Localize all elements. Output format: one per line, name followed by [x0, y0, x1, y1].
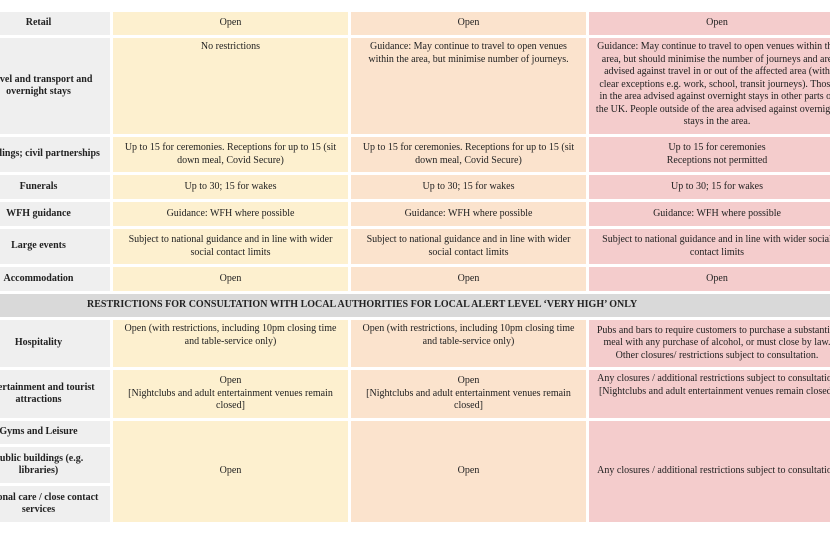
row-label: Weddings; civil partnerships [0, 137, 110, 172]
cell-high: Open [351, 267, 586, 291]
cell-very-high: Subject to national guidance and in line… [589, 229, 830, 264]
cell-very-high: Guidance: May continue to travel to open… [589, 38, 830, 134]
row-label: Retail [0, 12, 110, 35]
row-label: Gyms and Leisure [0, 421, 110, 444]
cell-medium: No restrictions [113, 38, 348, 134]
cell-medium: Guidance: WFH where possible [113, 202, 348, 226]
row-label: Personal care / close contact services [0, 486, 110, 522]
table-row: Hospitality Open (with restrictions, inc… [0, 320, 830, 367]
table-row: Public buildings (e.g. libraries) [0, 447, 830, 483]
cell-line: Open [457, 375, 480, 387]
table-row: Weddings; civil partnerships Up to 15 fo… [0, 137, 830, 172]
row-label: Hospitality [0, 320, 110, 367]
row-label: Entertainment and tourist attractions [0, 370, 110, 418]
cell-line: Open [219, 375, 242, 387]
cell-high: Open (with restrictions, including 10pm … [351, 320, 586, 367]
cell-line: Pubs and bars to require customers to pu… [596, 324, 830, 349]
row-label: WFH guidance [0, 202, 110, 226]
cell-very-high: Open [589, 12, 830, 35]
table-row: Entertainment and tourist attractions Op… [0, 370, 830, 418]
row-label: Travel and transport and overnight stays [0, 38, 110, 134]
row-label: Public buildings (e.g. libraries) [0, 447, 110, 483]
cell-very-high: Open [589, 267, 830, 291]
cell-line: [Nightclubs and adult entertainment venu… [598, 385, 830, 397]
restrictions-table: Retail Open Open Open Travel and transpo… [0, 9, 830, 525]
cell-high: Open [351, 421, 586, 522]
cell-high: Subject to national guidance and in line… [351, 229, 586, 264]
cell-very-high: Up to 30; 15 for wakes [589, 175, 830, 199]
row-label: Large events [0, 229, 110, 264]
cell-line: [Nightclubs and adult entertainment venu… [128, 387, 333, 412]
table-row: WFH guidance Guidance: WFH where possibl… [0, 202, 830, 226]
cell-high: Guidance: WFH where possible [351, 202, 586, 226]
cell-very-high: Guidance: WFH where possible [589, 202, 830, 226]
table-row: Personal care / close contact services [0, 486, 830, 522]
cell-high: Open [Nightclubs and adult entertainment … [351, 370, 586, 418]
table-row: Large events Subject to national guidanc… [0, 229, 830, 264]
cell-high: Guidance: May continue to travel to open… [351, 38, 586, 134]
table-row: Accommodation Open Open Open [0, 267, 830, 291]
cell-medium: Open [113, 12, 348, 35]
cell-line: [Nightclubs and adult entertainment venu… [366, 387, 571, 412]
cell-high: Up to 30; 15 for wakes [351, 175, 586, 199]
table-row: Retail Open Open Open [0, 12, 830, 35]
cell-very-high: Any closures / additional restrictions s… [589, 370, 830, 418]
cell-very-high: Up to 15 for ceremonies Receptions not pe… [589, 137, 830, 172]
cell-line: Up to 15 for ceremonies [668, 142, 766, 153]
section-header: RESTRICTIONS FOR CONSULTATION WITH LOCAL… [0, 294, 830, 317]
row-label: Accommodation [0, 267, 110, 291]
cell-medium: Open (with restrictions, including 10pm … [113, 320, 348, 367]
table-row: Funerals Up to 30; 15 for wakes Up to 30… [0, 175, 830, 199]
cell-line: Other closures/ restrictions subject to … [615, 349, 819, 361]
row-label: Funerals [0, 175, 110, 199]
cell-high: Up to 15 for ceremonies. Receptions for … [351, 137, 586, 172]
cell-medium: Open [113, 421, 348, 522]
cell-very-high: Any closures / additional restrictions s… [589, 421, 830, 522]
cell-medium: Up to 30; 15 for wakes [113, 175, 348, 199]
table-row: Gyms and Leisure Open Open Any closures … [0, 421, 830, 522]
cell-very-high: Pubs and bars to require customers to pu… [589, 320, 830, 367]
table-row: Travel and transport and overnight stays… [0, 38, 830, 134]
cell-medium: Subject to national guidance and in line… [113, 229, 348, 264]
cell-medium: Open [Nightclubs and adult entertainment … [113, 370, 348, 418]
cell-medium: Open [113, 267, 348, 291]
cell-high: Open [351, 12, 586, 35]
cell-medium: Up to 15 for ceremonies. Receptions for … [113, 137, 348, 172]
cell-line: Any closures / additional restrictions s… [597, 373, 830, 384]
section-header-row: RESTRICTIONS FOR CONSULTATION WITH LOCAL… [0, 294, 830, 317]
cell-line: Receptions not permitted [666, 154, 768, 166]
